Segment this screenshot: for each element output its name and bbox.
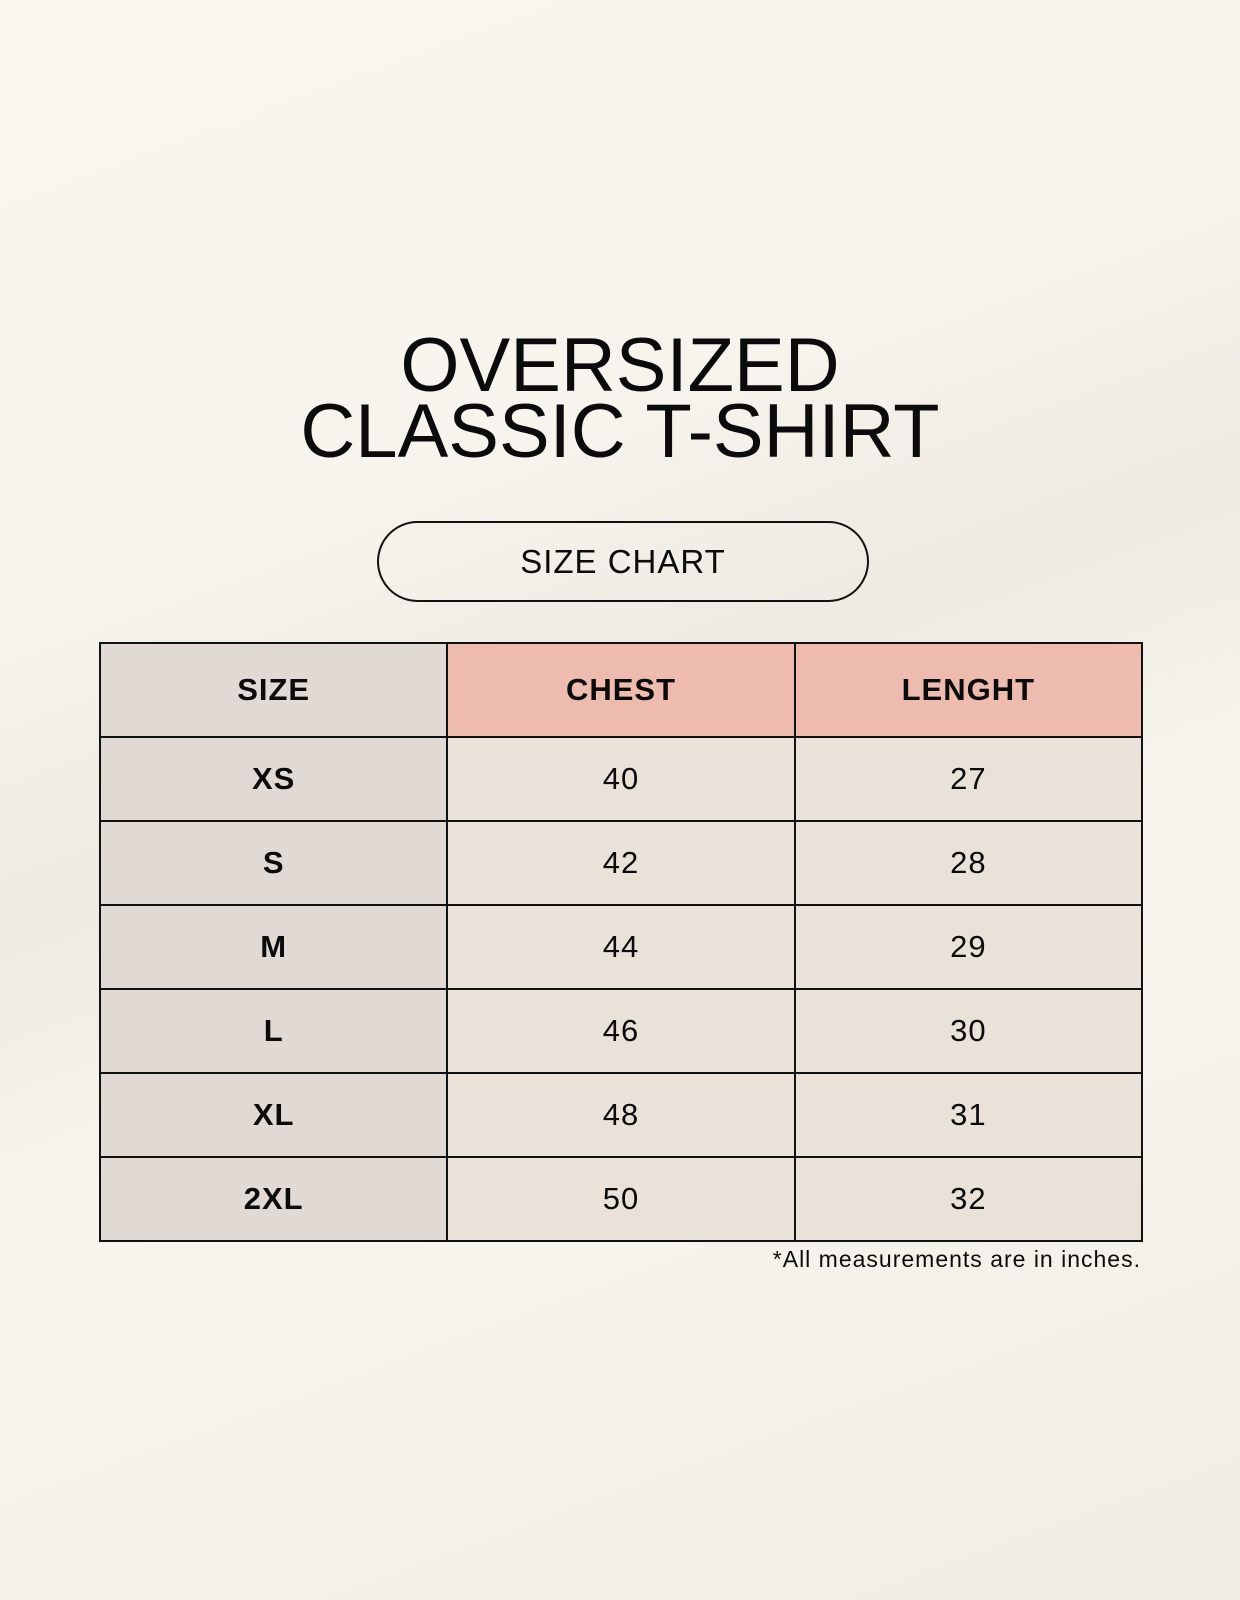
- cell-chest: 46: [446, 988, 796, 1074]
- cell-size: S: [98, 820, 449, 906]
- size-table: SIZE CHEST LENGHT XS 40 27 S 42 28 M 44 29 L 46 30 X…: [98, 642, 1144, 1242]
- cell-size: M: [98, 904, 449, 990]
- table-row: L 46 30: [98, 988, 1144, 1074]
- cell-size: XL: [98, 1072, 449, 1158]
- cell-size: 2XL: [98, 1156, 449, 1242]
- table-row: XS 40 27: [98, 736, 1144, 822]
- cell-length: 29: [793, 904, 1144, 990]
- cell-size: XS: [98, 736, 449, 822]
- table-row: XL 48 31: [98, 1072, 1144, 1158]
- title-line-1: OVERSIZED: [400, 323, 840, 408]
- table-header-row: SIZE CHEST LENGHT: [98, 642, 1144, 738]
- table-row: 2XL 50 32: [98, 1156, 1144, 1242]
- title-line-2: CLASSIC T-SHIRT: [300, 389, 940, 474]
- footnote: *All measurements are in inches.: [772, 1246, 1141, 1272]
- table-row: M 44 29: [98, 904, 1144, 990]
- cell-chest: 50: [446, 1156, 796, 1242]
- cell-length: 27: [793, 736, 1144, 822]
- header-size: SIZE: [98, 642, 449, 738]
- header-chest: CHEST: [446, 642, 796, 738]
- cell-length: 28: [793, 820, 1144, 906]
- cell-size: L: [98, 988, 449, 1074]
- cell-chest: 44: [446, 904, 796, 990]
- cell-chest: 48: [446, 1072, 796, 1158]
- cell-length: 31: [793, 1072, 1144, 1158]
- table-row: S 42 28: [98, 820, 1144, 906]
- page-title: OVERSIZED CLASSIC T-SHIRT: [0, 323, 1240, 474]
- size-chart-badge: SIZE CHART: [377, 521, 869, 602]
- cell-chest: 40: [446, 736, 796, 822]
- cell-length: 32: [793, 1156, 1144, 1242]
- header-length: LENGHT: [793, 642, 1144, 738]
- cell-chest: 42: [446, 820, 796, 906]
- cell-length: 30: [793, 988, 1144, 1074]
